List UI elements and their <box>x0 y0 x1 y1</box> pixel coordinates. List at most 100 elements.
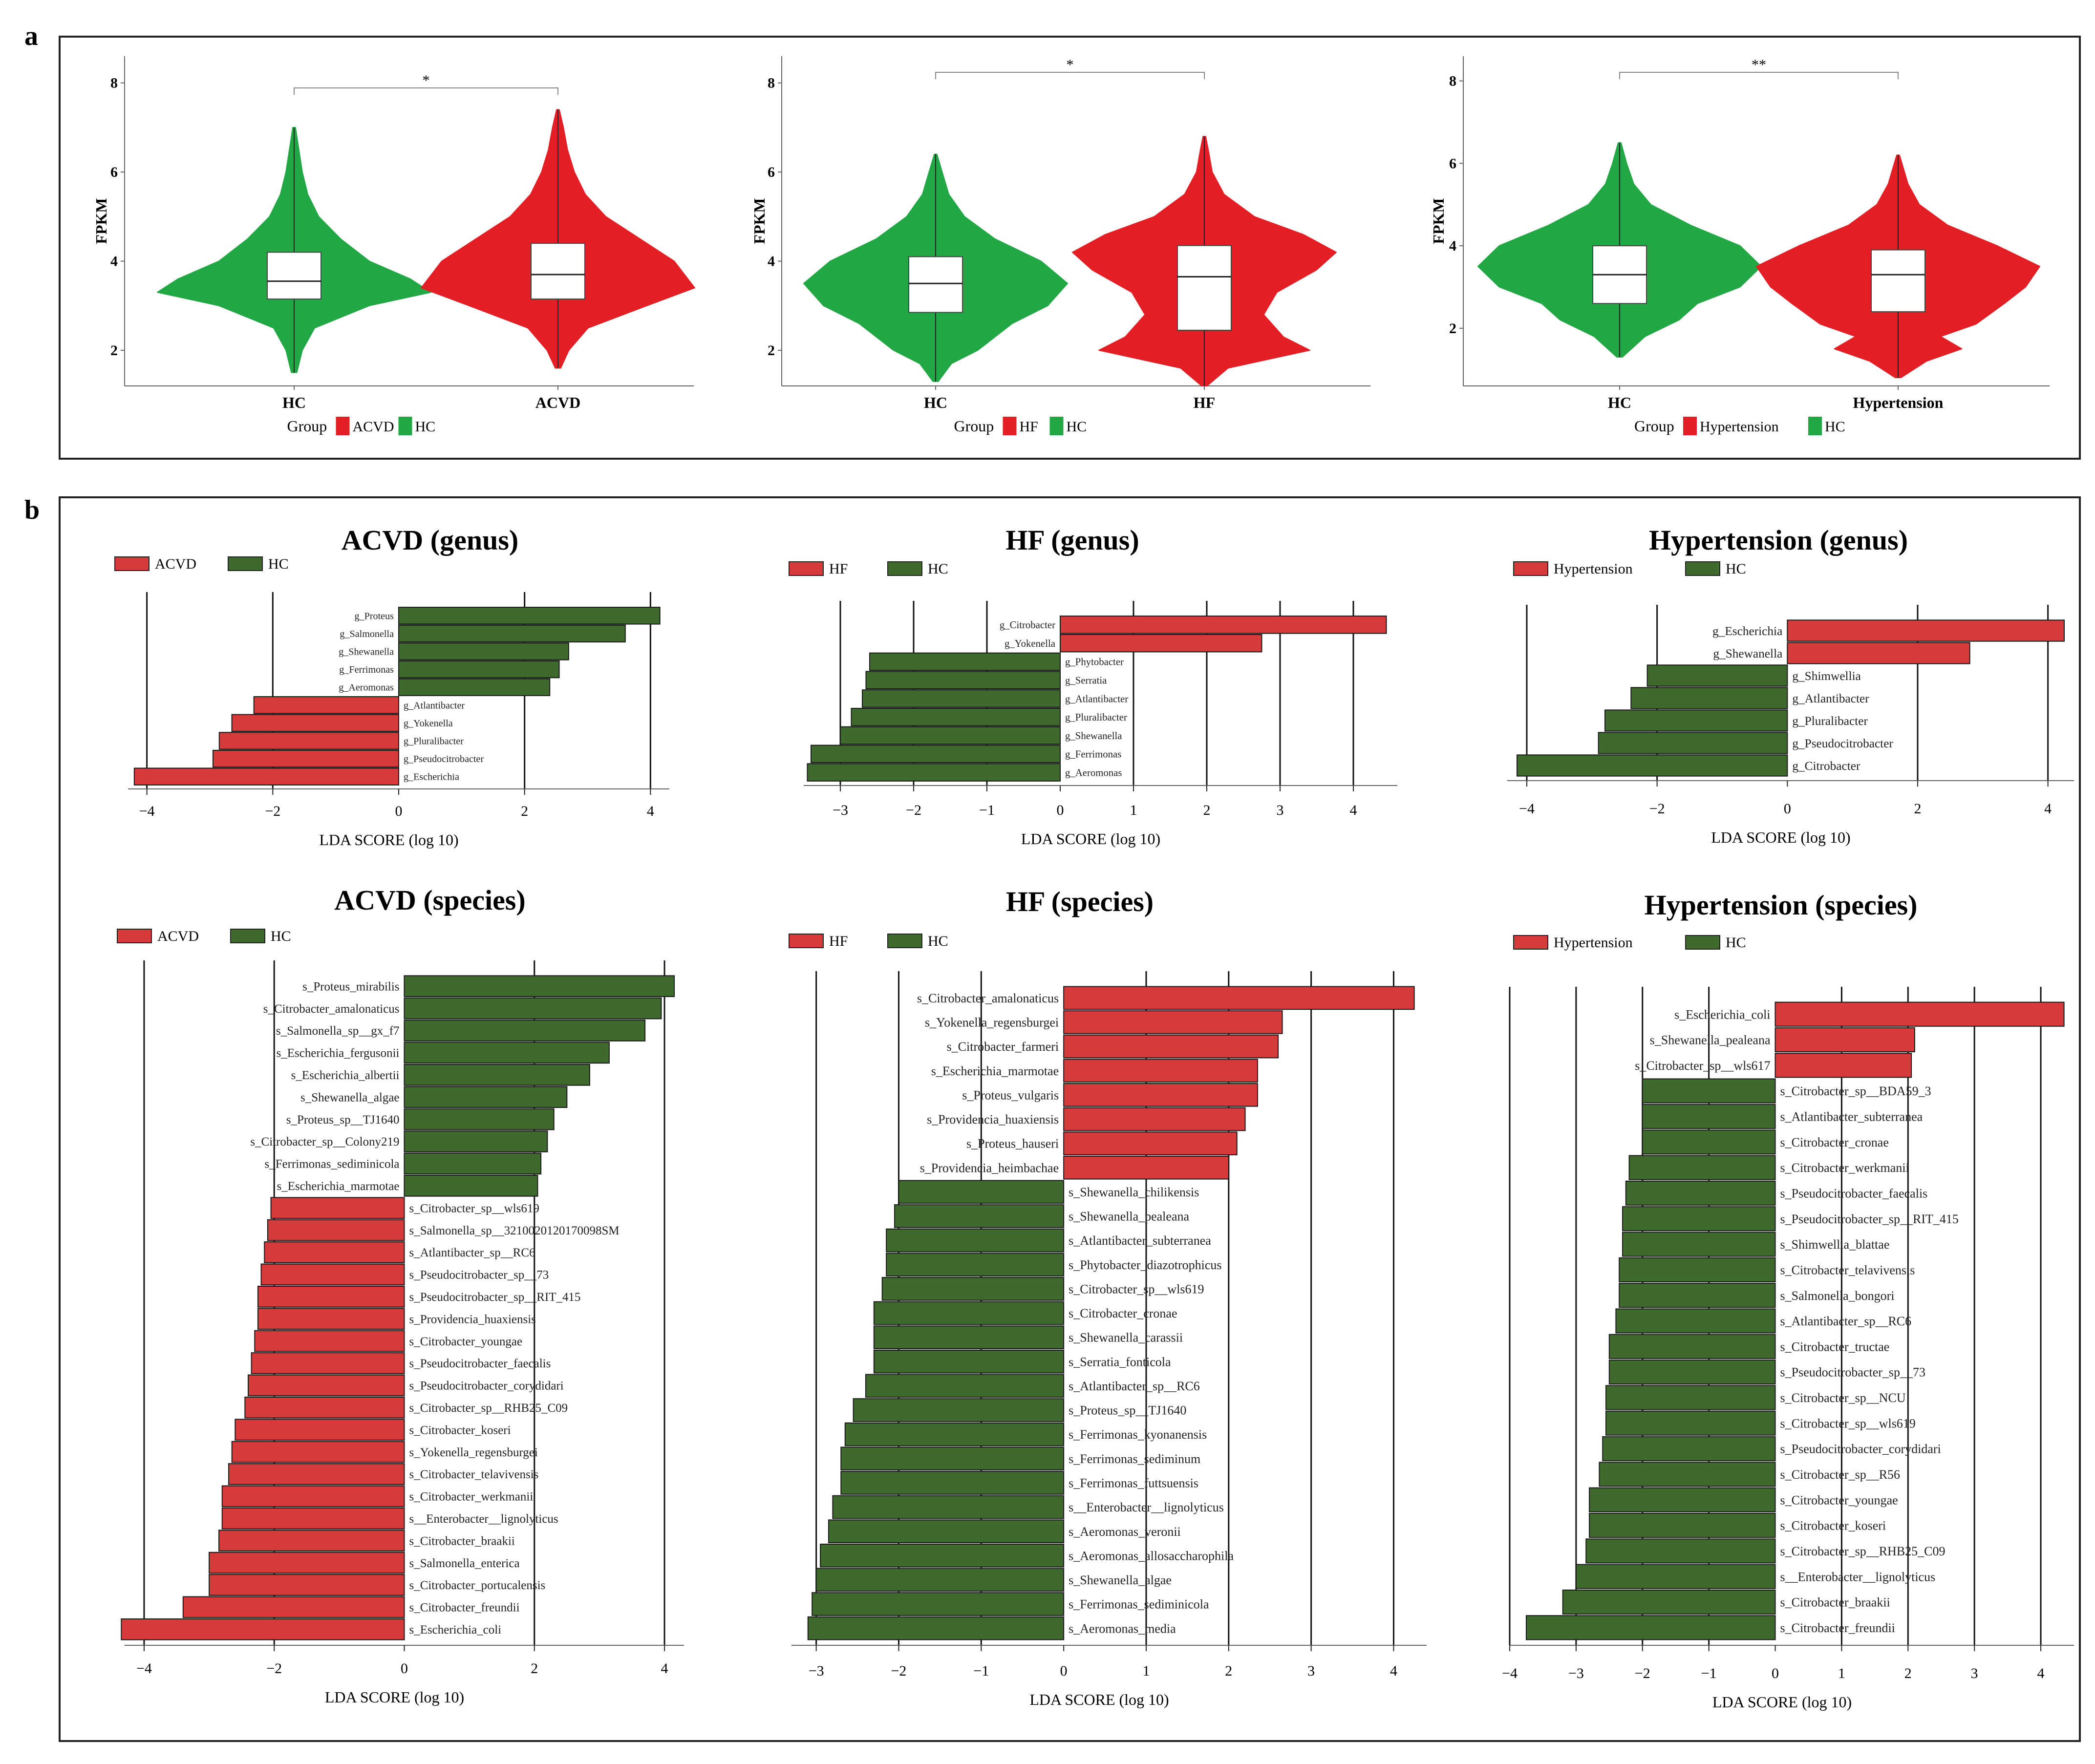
x-tick-label: 2 <box>531 1660 538 1677</box>
legend-swatch-hc <box>887 561 922 576</box>
bar-s-atlantibacter-sp-rc6 <box>1615 1308 1776 1334</box>
x-tick-label: −4 <box>1502 1665 1518 1681</box>
bar-s-citrobacter-koseri <box>235 1419 405 1441</box>
bar-s-citrobacter-sp-rhb25-c09 <box>244 1396 405 1419</box>
legend-swatch-hf <box>789 934 824 948</box>
panel-b-frame <box>59 496 2081 1742</box>
bar-label-s-citrobacter-telavivensis: s_Citrobacter_telavivensis <box>409 1468 539 1481</box>
bar-label-s-citrobacter-sp-wls619: s_Citrobacter_sp__wls619 <box>409 1202 539 1215</box>
bar-s-pseudocitrobacter-faecalis <box>251 1352 405 1374</box>
legend-title: Group <box>1634 417 1674 435</box>
bar-label-s-yokenella-regensburgei: s_Yokenella_regensburgei <box>409 1446 538 1459</box>
x-tick-label: HC <box>1608 394 1631 411</box>
bar-s-enterobacter-lignolyticus <box>221 1507 405 1530</box>
x-tick-label: 1 <box>1838 1665 1845 1681</box>
x-tick-label: 0 <box>1057 802 1064 818</box>
violin-plot-acvd: 2 4 6 8 FPKM HC ACVD * Group ACVD HC <box>92 56 695 435</box>
bar-label-s-ferrimonas-sediminicola: s_Ferrimonas_sediminicola <box>265 1158 400 1171</box>
bar-label-g-atlantibacter: g_Atlantibacter <box>404 700 465 711</box>
bar-s-proteus-sp-tj1640 <box>404 1108 555 1130</box>
bar-g-ferrimonas <box>811 744 1061 764</box>
bar-g-citrobacter <box>1517 754 1788 777</box>
bar-s-escherichia-coli <box>121 1618 405 1640</box>
chart-title: ACVD (species) <box>334 884 525 916</box>
chart-title: Hypertension (genus) <box>1649 524 1908 556</box>
bar-label-s-atlantibacter-subterranea: s_Atlantibacter_subterranea <box>1069 1233 1211 1248</box>
bar-label-g-phytobacter: g_Phytobacter <box>1065 657 1124 668</box>
bar-label-g-ferrimonas: g_Ferrimonas <box>1065 749 1121 760</box>
legend-label-hc: HC <box>1726 561 1746 577</box>
bar-s-shewanella-pealeana <box>894 1204 1065 1228</box>
x-tick-label: −1 <box>973 1663 989 1679</box>
bar-label-s-pseudocitrobacter-corydidari: s_Pseudocitrobacter_corydidari <box>1780 1442 1941 1456</box>
y-tick-label: 2 <box>768 342 775 359</box>
x-axis-label: LDA SCORE (log 10) <box>319 831 458 849</box>
bar-label-g-ferrimonas: g_Ferrimonas <box>339 664 394 675</box>
x-tick-label: 0 <box>401 1660 408 1677</box>
bar-label-s-yokenella-regensburgei: s_Yokenella_regensburgei <box>925 1016 1059 1030</box>
bar-label-s-phytobacter-diazotrophicus: s_Phytobacter_diazotrophicus <box>1069 1258 1221 1272</box>
bar-g-yokenella <box>231 714 399 732</box>
bar-label-g-shimwellia: g_Shimwellia <box>1792 669 1861 683</box>
bar-label-s-pseudocitrobacter-sp-rit-415: s_Pseudocitrobacter_sp__RIT_415 <box>409 1291 581 1304</box>
legend-swatch-hc <box>228 556 263 571</box>
bar-label-s-shewanella-pealeana: s_Shewanella_pealeana <box>1069 1210 1189 1224</box>
bar-label-s-citrobacter-cronae: s_Citrobacter_cronae <box>1069 1306 1177 1320</box>
chart-title: ACVD (genus) <box>342 524 519 556</box>
bar-s-atlantibacter-sp-rc6 <box>865 1374 1065 1398</box>
x-tick-label: −2 <box>1649 801 1665 817</box>
bar-label-g-pseudocitrobacter: g_Pseudocitrobacter <box>404 754 484 765</box>
bar-g-citrobacter <box>1060 616 1387 634</box>
bar-label-g-yokenella: g_Yokenella <box>1005 638 1055 649</box>
bar-g-shewanella <box>840 726 1061 745</box>
bar-label-s-enterobacter-lignolyticus: s__Enterobacter__lignolyticus <box>1780 1570 1936 1584</box>
legend-label-hf: HF <box>829 933 848 949</box>
bar-s-salmonella-sp-3210020120170098sm <box>267 1219 405 1241</box>
bar-g-shewanella <box>398 642 569 660</box>
bar-s-salmonella-bongori <box>1619 1283 1776 1308</box>
y-tick-label: 8 <box>110 75 118 91</box>
x-tick-label: −2 <box>1635 1665 1650 1681</box>
x-tick-label: 2 <box>1904 1665 1912 1681</box>
x-tick-label: 4 <box>2044 801 2052 817</box>
x-tick-label: 4 <box>1350 802 1357 818</box>
bar-label-s-citrobacter-amalonaticus: s_Citrobacter_amalonaticus <box>263 1002 400 1016</box>
box-hf <box>1177 245 1232 331</box>
x-tick-label: 0 <box>1772 1665 1779 1681</box>
bar-label-s-aeromonas-veronii: s_Aeromonas_veronii <box>1069 1525 1181 1539</box>
bar-s-citrobacter-telavivensis <box>1619 1257 1776 1282</box>
x-tick-label: −3 <box>1568 1665 1584 1681</box>
y-tick-label: 6 <box>110 164 118 180</box>
x-tick-label: Hypertension <box>1853 394 1944 411</box>
y-tick-label: 4 <box>110 254 118 270</box>
bar-g-pseudocitrobacter <box>212 749 399 768</box>
bar-g-pseudocitrobacter <box>1598 732 1788 754</box>
bar-s-pseudocitrobacter-sp-rit-415 <box>1622 1206 1776 1232</box>
lda-chart-acvd-genus: ACVD (genus) ACVD HC g_Proteus g_Salmonellag… <box>114 524 669 849</box>
bar-label-s-citrobacter-koseri: s_Citrobacter_koseri <box>1780 1519 1886 1533</box>
x-tick-label: 2 <box>1225 1663 1232 1679</box>
box-hc <box>267 252 321 300</box>
bar-label-s-pseudocitrobacter-sp-73: s_Pseudocitrobacter_sp__73 <box>409 1269 549 1282</box>
legend-label-hypertension: Hypertension <box>1554 935 1633 951</box>
significance-marker: ** <box>1752 57 1766 73</box>
bar-g-escherichia <box>133 767 399 786</box>
x-tick-label: 4 <box>1390 1663 1397 1679</box>
bar-label-g-escherichia: g_Escherichia <box>404 772 459 783</box>
x-tick-label: 2 <box>1914 801 1922 817</box>
bar-s-escherichia-coli <box>1774 1001 2065 1027</box>
bar-s-citrobacter-sp-colony219 <box>404 1130 548 1152</box>
y-axis-label: FPKM <box>1430 198 1447 244</box>
bar-s-citrobacter-braakii <box>1562 1589 1776 1615</box>
legend-swatch-hc <box>1685 561 1720 576</box>
bar-label-s-citrobacter-sp-wls619: s_Citrobacter_sp__wls619 <box>1780 1416 1916 1430</box>
bar-label-g-pluralibacter: g_Pluralibacter <box>1065 712 1127 723</box>
bar-label-s-salmonella-enterica: s_Salmonella_enterica <box>409 1557 520 1570</box>
bar-s-serratia-fonticola <box>873 1349 1065 1374</box>
bar-s-shimwellia-blattae <box>1622 1232 1776 1257</box>
x-axis-label: LDA SCORE (log 10) <box>325 1688 464 1706</box>
bar-label-g-aeromonas: g_Aeromonas <box>1065 767 1122 778</box>
x-tick-label: 1 <box>1130 802 1137 818</box>
bar-s-providencia-huaxiensis <box>1063 1107 1246 1131</box>
bar-s-providencia-huaxiensis <box>257 1308 405 1330</box>
